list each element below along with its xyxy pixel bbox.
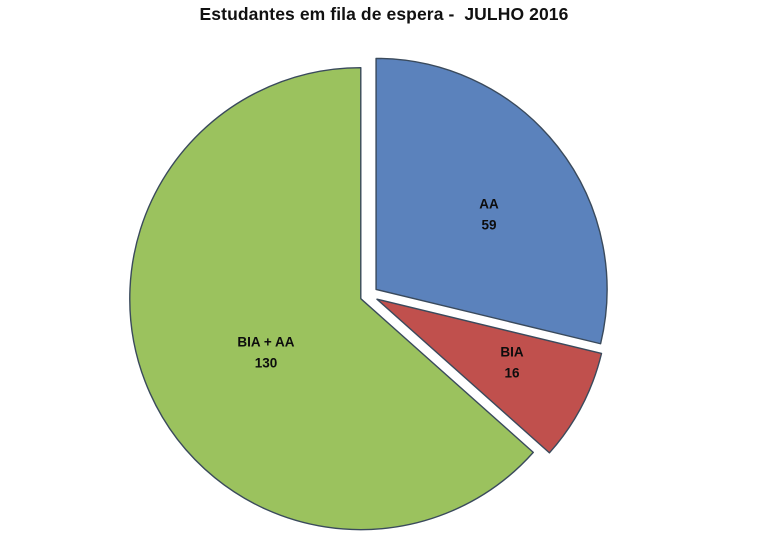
pie-slice-label-name: BIA + AA [237,335,294,350]
pie-slice-bia[interactable] [376,298,603,454]
pie-slice-label-value: 59 [481,218,496,233]
pie-slice-bia-aa[interactable] [129,66,534,531]
pie-slice-label-value: 16 [504,366,520,381]
pie-slices-group [129,57,608,531]
pie-slice-label-name: BIA [500,345,524,360]
chart-title: Estudantes em fila de espera - JULHO 201… [199,4,569,24]
pie-slice-label-value: 130 [255,356,278,371]
pie-slice-label-name: AA [479,197,499,212]
pie-labels-group: AA 59 BIA 16 BIA + AA 130 [237,197,523,381]
pie-slice-aa[interactable] [375,57,608,345]
